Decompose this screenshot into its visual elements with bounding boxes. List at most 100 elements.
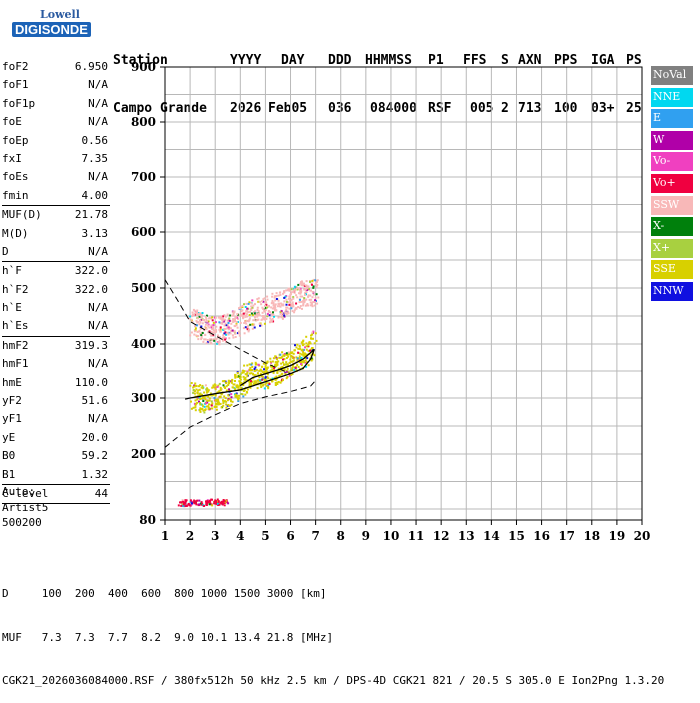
echo-point: [183, 505, 186, 508]
echo-point: [211, 328, 214, 331]
param-name: yF1: [2, 412, 22, 426]
echo-point: [250, 363, 253, 366]
echo-point: [238, 332, 241, 335]
echo-point: [239, 374, 242, 377]
dashed-curve: [164, 381, 315, 448]
param-value: 4.00: [81, 188, 109, 202]
header-value: 03+: [591, 101, 615, 116]
echo-point: [317, 296, 320, 299]
echo-point: [224, 315, 227, 318]
extra-line: 500200: [2, 516, 42, 529]
echo-point: [311, 283, 313, 286]
echo-point: [225, 406, 228, 409]
echo-point: [234, 325, 236, 328]
echo-point: [280, 310, 283, 313]
echo-point: [269, 378, 272, 381]
echo-point: [252, 311, 255, 314]
y-tick-label: 200: [131, 447, 156, 461]
echo-point: [195, 502, 197, 505]
echo-point: [229, 314, 232, 317]
echo-point: [263, 378, 266, 381]
echo-point: [242, 371, 245, 374]
echo-point: [262, 307, 265, 310]
extra-line: Auto:: [2, 485, 36, 498]
echo-point: [287, 355, 290, 358]
echo-point: [194, 409, 197, 412]
echo-point: [307, 285, 310, 288]
echo-point: [301, 348, 304, 351]
echo-point: [295, 302, 298, 305]
echo-point: [271, 368, 274, 371]
echo-point: [211, 402, 214, 405]
echo-point: [265, 369, 268, 372]
echo-point: [250, 305, 253, 308]
echo-point: [291, 302, 294, 305]
param-name: B1: [2, 467, 16, 481]
echo-point: [209, 394, 212, 397]
echo-point: [281, 312, 284, 314]
echo-point: [285, 289, 288, 292]
echo-point: [191, 313, 194, 316]
echo-point: [237, 400, 240, 402]
echo-point: [193, 330, 196, 333]
echo-point: [243, 364, 246, 367]
echo-point: [214, 388, 217, 391]
echo-point: [208, 340, 211, 343]
echo-point: [261, 306, 264, 309]
echo-point: [281, 355, 284, 358]
legend-item-ssw: SSW: [651, 195, 693, 215]
echo-point: [198, 499, 201, 502]
echo-point: [241, 393, 244, 396]
echo-point: [214, 499, 217, 502]
echo-point: [271, 317, 274, 320]
echo-point: [293, 368, 296, 371]
legend-item-w: W: [651, 130, 693, 150]
echo-point: [189, 499, 192, 502]
echo-point: [205, 388, 208, 391]
echo-point: [199, 407, 202, 410]
echo-point: [312, 278, 315, 281]
echo-point: [248, 381, 251, 384]
echo-point: [300, 341, 303, 344]
echo-point: [211, 498, 213, 501]
echo-point: [189, 384, 192, 387]
param-name: hmF1: [2, 357, 29, 371]
echo-point: [296, 288, 299, 291]
echo-point: [265, 318, 268, 320]
echo-point: [203, 338, 206, 341]
echo-point: [257, 297, 260, 300]
echo-point: [244, 321, 247, 324]
echo-point: [205, 402, 208, 405]
echo-point: [221, 380, 224, 383]
echo-point: [217, 500, 220, 503]
echo-point: [260, 375, 263, 377]
echo-point: [243, 370, 246, 373]
echo-point: [273, 295, 276, 298]
echo-point: [198, 400, 200, 403]
echo-point: [301, 281, 304, 284]
echo-point: [271, 360, 274, 363]
echo-point: [267, 386, 270, 389]
echo-point: [222, 315, 225, 318]
echo-point: [200, 501, 203, 504]
echo-point: [262, 383, 265, 386]
echo-point: [249, 323, 252, 326]
param-name: D: [2, 244, 9, 258]
echo-point: [244, 314, 247, 317]
echo-point: [284, 295, 287, 298]
footer-distance-row: D 100 200 400 600 800 1000 1500 3000 [km…: [2, 587, 327, 600]
param-name: foF1p: [2, 96, 36, 110]
echo-point: [211, 504, 214, 507]
echo-point: [217, 341, 220, 344]
echo-point: [199, 332, 202, 335]
header-value: 100: [554, 101, 578, 116]
echo-point: [288, 353, 291, 356]
echo-point: [261, 318, 264, 321]
echo-point: [283, 296, 286, 299]
echo-point: [273, 306, 276, 309]
echo-point: [197, 394, 200, 397]
echo-point: [281, 317, 284, 320]
echo-point: [302, 284, 305, 287]
echo-point: [210, 404, 213, 407]
echo-point: [195, 319, 198, 322]
